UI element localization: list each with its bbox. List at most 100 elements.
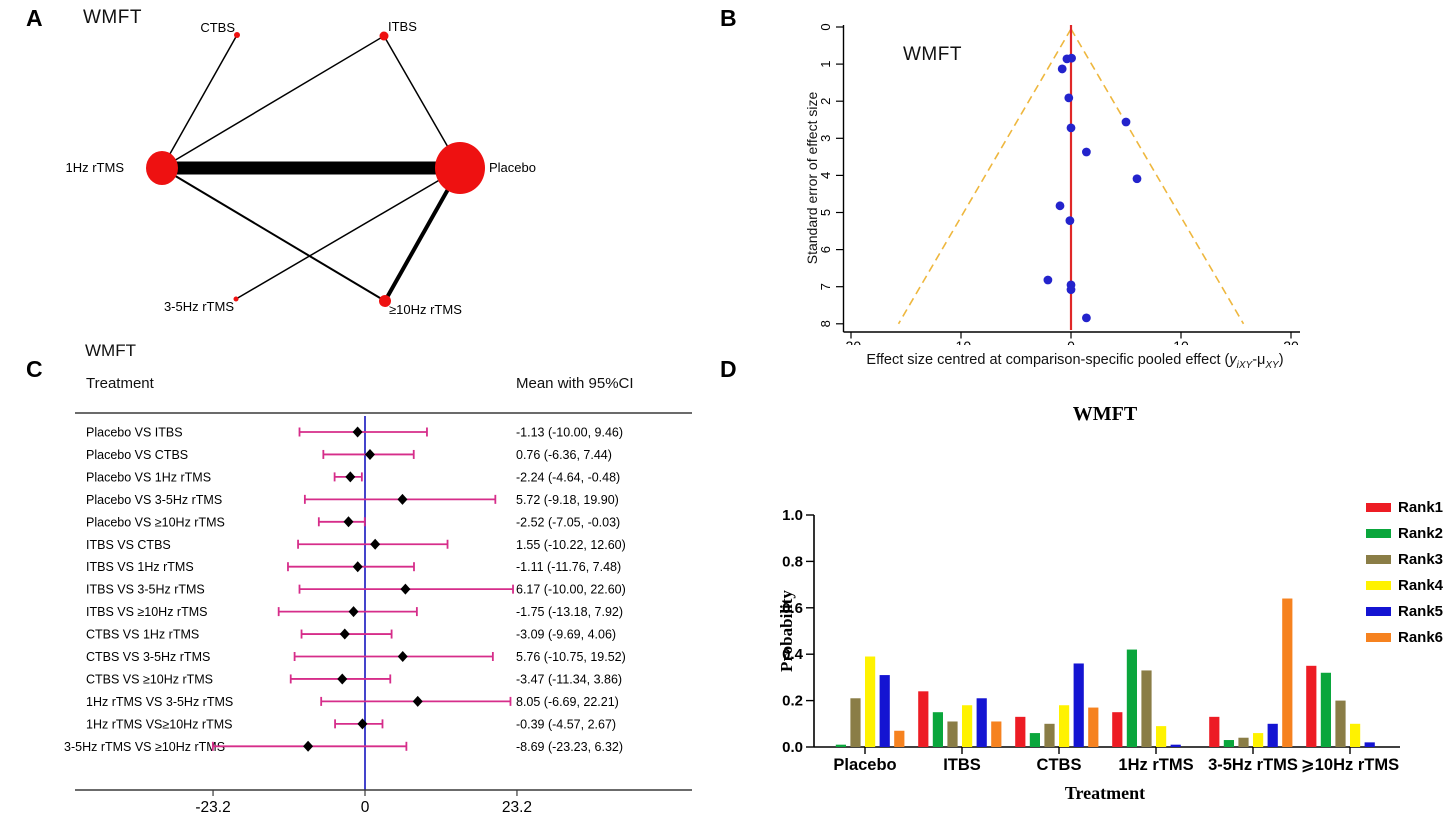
bar-category-label: Placebo: [833, 756, 896, 774]
forest-mean-diamond: [345, 471, 356, 483]
funnel-study-point: [1043, 275, 1053, 285]
bar-rank3-0: [850, 698, 861, 747]
bar-category-label: ITBS: [943, 756, 981, 774]
legend-swatch-rank1: [1366, 503, 1391, 512]
forest-treatment-header: Treatment: [86, 375, 154, 392]
panel-a-title: WMFT: [83, 7, 142, 28]
bar-rank2-2: [1029, 733, 1040, 747]
bar-rank4-2: [1059, 705, 1070, 747]
forest-row-label: 1Hz rTMS VS 3-5Hz rTMS: [86, 695, 233, 709]
funnel-formula-y: y: [1229, 352, 1237, 368]
bar-rank1-2: [1015, 716, 1026, 747]
bar-rank5-1: [976, 698, 987, 747]
funnel-xlabel-text: Effect size centred at comparison-specif…: [866, 352, 1230, 368]
bar-rank5-3: [1170, 744, 1181, 747]
funnel-y-tick-label: 1: [818, 60, 833, 67]
forest-row-value: 0.76 (-6.36, 7.44): [516, 448, 612, 462]
bar-category-label: CTBS: [1037, 756, 1082, 774]
bar-rank6-1: [991, 721, 1002, 747]
network-edge-ctbs-hz1: [161, 34, 238, 169]
forest-mean-diamond: [303, 740, 314, 752]
forest-mean-header: Mean with 95%CI: [516, 375, 634, 392]
funnel-y-tick-label: 0: [818, 23, 833, 30]
forest-mean-diamond: [348, 606, 359, 618]
forest-row-value: 6.17 (-10.00, 22.60): [516, 583, 626, 597]
network-node-label-hz35: 3-5Hz rTMS: [164, 299, 234, 314]
network-node-placebo: [435, 142, 485, 194]
funnel-x-tick-label: 20: [1283, 338, 1299, 345]
bar-rank1-4: [1209, 716, 1220, 747]
forest-x-tick-label: 23.2: [502, 799, 532, 816]
funnel-y-tick-label: 7: [818, 283, 833, 290]
funnel-study-point: [1066, 123, 1076, 133]
network-edge-hz1-hz10: [161, 167, 386, 302]
bar-rank2-0: [835, 744, 846, 747]
bar-rank2-5: [1320, 672, 1331, 747]
bar-rank3-3: [1141, 670, 1152, 747]
forest-row-value: 1.55 (-10.22, 12.60): [516, 538, 626, 552]
legend-swatch-rank6: [1366, 633, 1391, 642]
bar-rank5-5: [1364, 742, 1375, 747]
bar-y-tick-label: 1.0: [782, 507, 803, 524]
bar-rank2-1: [932, 712, 943, 747]
funnel-formula-minus-mu: -μ: [1252, 352, 1266, 368]
bar-rank3-5: [1335, 700, 1346, 747]
network-node-hz10: [379, 295, 391, 307]
panel-c-letter: C: [26, 356, 43, 382]
bar-rank2-3: [1126, 649, 1137, 747]
forest-mean-diamond: [364, 448, 375, 460]
panel-b-letter: B: [720, 5, 737, 31]
funnel-study-point: [1067, 53, 1076, 63]
funnel-study-point: [1132, 174, 1142, 184]
forest-mean-diamond: [397, 651, 408, 662]
forest-mean-diamond: [343, 516, 354, 528]
funnel-y-tick-label: 3: [818, 135, 833, 142]
forest-row-value: 5.72 (-9.18, 19.90): [516, 493, 619, 507]
forest-row-value: -3.09 (-9.69, 4.06): [516, 628, 616, 642]
funnel-study-point: [1121, 117, 1131, 127]
bar-rank1-1: [918, 691, 929, 747]
bar-category-label: 3-5Hz rTMS: [1208, 756, 1298, 774]
bar-rank1-3: [1112, 712, 1123, 747]
forest-row-label: ITBS VS ≥10Hz rTMS: [86, 605, 207, 619]
legend-label-rank4: Rank4: [1398, 577, 1444, 594]
legend-swatch-rank2: [1366, 529, 1391, 538]
forest-mean-diamond: [357, 718, 368, 730]
bar-rank6-4: [1282, 598, 1293, 747]
legend-label-rank3: Rank3: [1398, 551, 1443, 568]
forest-row-value: -1.13 (-10.00, 9.46): [516, 426, 623, 440]
funnel-study-point: [1066, 285, 1076, 295]
bar-category-label: ⩾10Hz rTMS: [1301, 756, 1399, 774]
forest-mean-diamond: [412, 695, 423, 707]
legend-label-rank2: Rank2: [1398, 525, 1443, 542]
network-node-ctbs: [234, 32, 240, 38]
forest-row-value: 5.76 (-10.75, 19.52): [516, 650, 626, 664]
bar-chart-x-axis-label: Treatment: [1064, 783, 1146, 803]
forest-mean-diamond: [352, 426, 363, 438]
legend-label-rank6: Rank6: [1398, 629, 1443, 646]
forest-row-value: -2.24 (-4.64, -0.48): [516, 470, 620, 484]
network-node-label-itbs: ITBS: [388, 19, 417, 34]
forest-row-label: Placebo VS 1Hz rTMS: [86, 470, 211, 484]
network-node-hz35: [233, 296, 239, 302]
funnel-study-point: [1065, 216, 1075, 226]
network-node-label-ctbs: CTBS: [200, 20, 235, 35]
bar-rank5-2: [1073, 663, 1084, 747]
bar-y-tick-label: 0.2: [782, 693, 803, 710]
bar-y-tick-label: 0.4: [782, 646, 804, 663]
forest-row-label: CTBS VS 1Hz rTMS: [86, 628, 199, 642]
network-node-label-placebo: Placebo: [489, 160, 536, 175]
funnel-plot: 0 1 2 3 4 5 6 7 8 -20 -10 0 10 20: [818, 23, 1300, 345]
bar-rank4-0: [865, 656, 876, 747]
bar-category-label: 1Hz rTMS: [1118, 756, 1193, 774]
funnel-study-point: [1082, 313, 1091, 323]
legend-swatch-rank4: [1366, 581, 1391, 590]
funnel-y-tick-label: 4: [818, 172, 833, 179]
bar-chart: 0.0 0.2 0.4 0.6 0.8 1.0 Placebo ITBS CTBS 1Hz rTM…: [782, 499, 1444, 774]
funnel-title: WMFT: [903, 44, 962, 65]
forest-row-label: ITBS VS CTBS: [86, 538, 171, 552]
funnel-y-tick-label: 6: [818, 246, 833, 253]
forest-row-value: -3.47 (-11.34, 3.86): [516, 672, 622, 686]
network-node-label-hz1: 1Hz rTMS: [66, 160, 125, 175]
funnel-study-point: [1057, 64, 1067, 74]
